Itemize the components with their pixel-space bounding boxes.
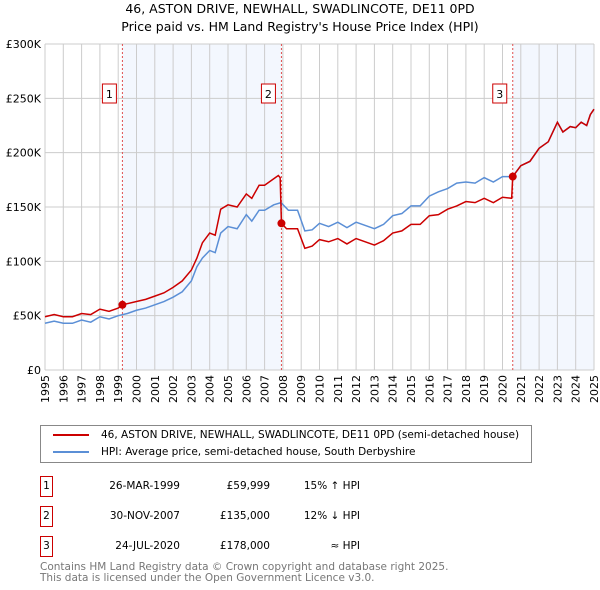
x-tick-label: 2007 (259, 375, 272, 403)
sale-marker-box: 3 (40, 536, 53, 557)
sale-date: 26-MAR-1999 (109, 480, 180, 492)
legend-hpi-swatch (53, 451, 89, 453)
x-tick-label: 2010 (314, 375, 327, 403)
x-tick-label: 1999 (112, 375, 125, 403)
x-tick-label: 1995 (39, 375, 52, 403)
x-tick-label: 2023 (551, 375, 564, 403)
sale-hpi-compare: ≈ HPI (330, 540, 360, 552)
y-tick-label: £50K (13, 310, 42, 323)
y-tick-label: £300K (6, 38, 42, 51)
sale-marker-box: 1 (40, 476, 53, 497)
footer-copyright: Contains HM Land Registry data © Crown c… (40, 561, 449, 573)
sale-price: £178,000 (219, 540, 270, 552)
legend-property-swatch (53, 434, 89, 436)
x-tick-label: 2019 (478, 375, 491, 403)
x-tick-label: 2024 (570, 375, 583, 403)
x-tick-label: 2011 (332, 375, 345, 403)
x-tick-label: 2012 (350, 375, 363, 403)
sale-date: 24-JUL-2020 (115, 540, 180, 552)
footer-licence: This data is licensed under the Open Gov… (40, 572, 375, 584)
x-tick-label: 2009 (295, 375, 308, 403)
sale-label-box (492, 83, 508, 104)
chart-subtitle: Price paid vs. HM Land Registry's House … (121, 19, 479, 34)
x-tick-label: 2002 (167, 375, 180, 403)
sale-label: 1 (106, 88, 113, 101)
x-tick-label: 2015 (405, 375, 418, 403)
x-tick-label: 1998 (94, 375, 107, 403)
x-tick-label: 2021 (515, 375, 528, 403)
x-tick-label: 2000 (131, 375, 144, 403)
x-tick-label: 2016 (423, 375, 436, 403)
sale-point (118, 300, 127, 309)
y-tick-label: £0 (27, 364, 41, 377)
chart-title: 46, ASTON DRIVE, NEWHALL, SWADLINCOTE, D… (125, 1, 475, 16)
sale-price: £59,999 (226, 480, 270, 492)
sale-label-box (260, 83, 276, 104)
y-tick-label: £200K (6, 147, 42, 160)
price-chart: 1995 1996 1997 1998 1999 2000 2001 2002 2003 2004… (6, 38, 600, 403)
x-tick-label: 1996 (57, 375, 70, 403)
x-tick-label: 2003 (185, 375, 198, 403)
legend-property-label: 46, ASTON DRIVE, NEWHALL, SWADLINCOTE, D… (101, 429, 520, 441)
y-tick-label: £150K (6, 201, 42, 214)
legend-hpi-label: HPI: Average price, semi-detached house,… (101, 446, 416, 458)
x-tick-label: 2001 (149, 375, 162, 403)
sale-hpi-compare: 15% ↑ HPI (303, 480, 360, 492)
x-tick-label: 1997 (76, 375, 89, 403)
legend: 46, ASTON DRIVE, NEWHALL, SWADLINCOTE, D… (40, 425, 532, 463)
sale-date: 30-NOV-2007 (109, 510, 180, 522)
x-tick-label: 2025 (588, 375, 600, 403)
sale-label-box (101, 83, 117, 104)
sale-hpi-compare: 12% ↓ HPI (303, 510, 360, 522)
sale-point (277, 219, 286, 228)
sale-label: 2 (265, 88, 272, 101)
x-tick-label: 2018 (460, 375, 473, 403)
y-tick-label: £250K (6, 92, 42, 105)
y-tick-label: £100K (6, 255, 42, 268)
x-tick-label: 2020 (497, 375, 510, 403)
sale-marker-box: 2 (40, 506, 53, 527)
sale-point (508, 172, 517, 181)
x-tick-label: 2008 (277, 375, 290, 403)
x-tick-label: 2005 (222, 375, 235, 403)
x-tick-label: 2017 (442, 375, 455, 403)
x-tick-label: 2022 (533, 375, 546, 403)
x-tick-label: 2004 (204, 375, 217, 403)
x-tick-label: 2014 (387, 375, 400, 403)
property-price-line (44, 108, 595, 318)
x-tick-label: 2006 (240, 375, 253, 403)
sale-label: 3 (496, 88, 503, 101)
sale-price: £135,000 (219, 510, 270, 522)
x-tick-label: 2013 (368, 375, 381, 403)
